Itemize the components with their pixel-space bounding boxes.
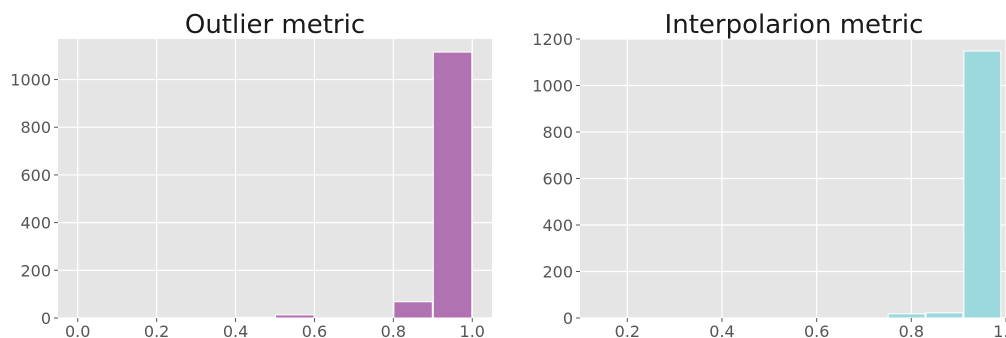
chart-1-y-tick-label: 200 (542, 263, 573, 282)
chart-1-y-ticks: 0 200 400 600 800 1000 1200 (532, 30, 580, 328)
chart-0-x-tick-label: 0.2 (144, 322, 169, 338)
chart-1-x-tick-label: 0.6 (804, 322, 829, 338)
chart-0-x-tick-label: 0.4 (223, 322, 248, 338)
chart-0-bars (235, 51, 473, 319)
chart-0-y-ticks: 0 200 400 600 800 1000 (10, 71, 58, 328)
outlier-metric-chart: 0.0 0.2 0.4 0.6 0.8 1.0 0 200 400 600 800 1000 Out… (10, 10, 492, 338)
chart-0-y-tick-label: 800 (20, 118, 51, 137)
chart-0-y-tick-label: 1000 (10, 71, 51, 90)
chart-1-y-tick-label: 1200 (532, 30, 573, 49)
chart-1-bars (887, 50, 1002, 319)
chart-1-title: Interpolarion metric (665, 10, 924, 40)
chart-0-grid (58, 39, 492, 319)
chart-0-histogram-bar (393, 301, 433, 319)
chart-1-histogram-bar (887, 313, 926, 319)
chart-1-histogram-bar (925, 312, 964, 319)
chart-0-histogram-bar (235, 316, 275, 319)
chart-0-y-tick-label: 400 (20, 214, 51, 233)
chart-0-y-tick-label: 200 (20, 261, 51, 280)
chart-1-y-tick-label: 1000 (532, 77, 573, 96)
chart-1-grid (580, 38, 1006, 319)
chart-1-x-tick-label: 0.8 (899, 322, 924, 338)
interpolarion-metric-chart: 0.2 0.4 0.6 0.8 1.0 0 200 400 600 800 1000 1200 In… (532, 10, 1006, 338)
chart-0-plot-background (58, 39, 492, 318)
chart-0-x-tick-label: 1.0 (460, 322, 485, 338)
chart-0-x-tick-label: 0.0 (65, 322, 90, 338)
chart-1-y-tick-label: 600 (542, 170, 573, 189)
chart-1-x-tick-label: 1.0 (993, 322, 1006, 338)
chart-1-y-tick-label: 800 (542, 123, 573, 142)
chart-1-x-tick-label: 0.2 (615, 322, 640, 338)
chart-0-y-tick-label: 0 (41, 309, 51, 328)
chart-1-y-tick-label: 400 (542, 216, 573, 235)
chart-0-histogram-bar (432, 51, 473, 319)
chart-0-y-tick-label: 600 (20, 166, 51, 185)
chart-0-x-tick-label: 0.6 (302, 322, 327, 338)
chart-1-x-ticks: 0.2 0.4 0.6 0.8 1.0 (615, 318, 1006, 338)
chart-1-y-tick-label: 0 (563, 309, 573, 328)
chart-0-title: Outlier metric (185, 10, 365, 40)
chart-1-x-tick-label: 0.4 (709, 322, 734, 338)
chart-0-x-ticks: 0.0 0.2 0.4 0.6 0.8 1.0 (65, 318, 485, 338)
chart-0-histogram-bar (275, 314, 315, 319)
chart-0-x-tick-label: 0.8 (381, 322, 406, 338)
chart-1-histogram-bar (963, 50, 1002, 319)
